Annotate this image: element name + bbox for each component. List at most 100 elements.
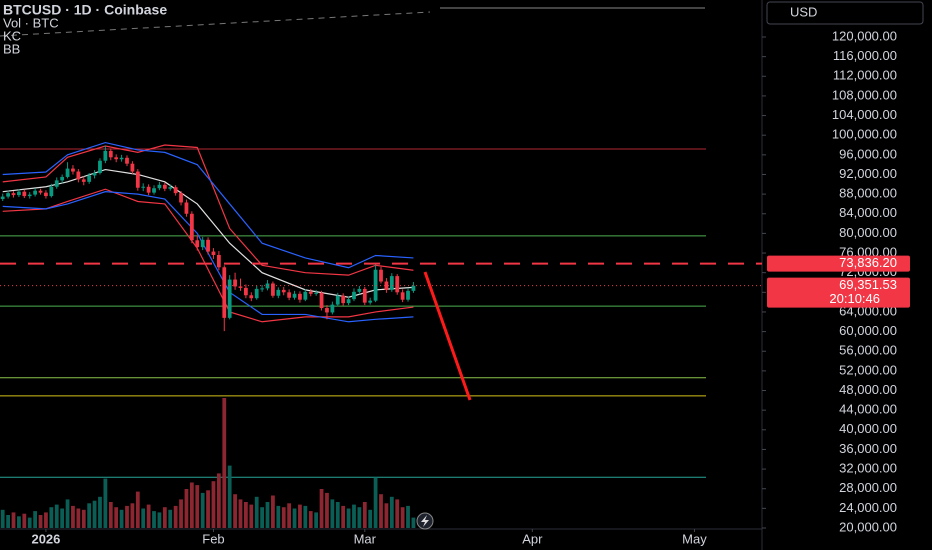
- volume-bar: [276, 505, 281, 528]
- volume-bar: [411, 517, 416, 528]
- volume-bar: [303, 505, 308, 528]
- countdown: 20:10:46: [829, 291, 880, 306]
- volume-bar: [357, 507, 362, 528]
- y-tick-label: 116,000.00: [833, 48, 897, 63]
- currency-button[interactable]: [766, 1, 924, 25]
- y-tick-label: 28,000.00: [839, 480, 897, 495]
- y-tick-label: 56,000.00: [839, 343, 897, 358]
- volume-bar: [168, 509, 173, 528]
- volume-bar: [189, 482, 194, 528]
- volume-bar: [314, 512, 319, 528]
- last-price-tag: [767, 277, 910, 308]
- volume-bar: [119, 509, 124, 528]
- volume-bar: [162, 507, 167, 528]
- y-tick-label: 112,000.00: [833, 68, 897, 83]
- candle-body: [395, 276, 400, 293]
- volume-bar: [33, 511, 38, 528]
- candle-body: [27, 194, 32, 197]
- volume-bar: [179, 499, 183, 528]
- y-tick-label: 100,000.00: [832, 127, 897, 142]
- volume-bar: [76, 508, 81, 528]
- candle-body: [49, 186, 54, 197]
- candle-body: [17, 191, 21, 196]
- volume-bar: [271, 495, 275, 528]
- volume-bar: [184, 489, 189, 528]
- volume-bar: [260, 507, 264, 528]
- volume-bar: [298, 504, 302, 528]
- volume-bar: [206, 490, 210, 528]
- volume-bar: [135, 491, 140, 528]
- y-tick-label: 44,000.00: [839, 402, 897, 417]
- volume-bar: [44, 512, 48, 528]
- candle-body: [271, 283, 275, 296]
- candle-body: [281, 289, 286, 293]
- volume-bar: [346, 508, 351, 528]
- volume-bar: [27, 517, 32, 528]
- volume-bar: [406, 505, 410, 528]
- volume-bar: [335, 502, 340, 528]
- volume-bar: [114, 507, 119, 528]
- x-tick-label: 2026: [31, 531, 60, 546]
- candle-body: [130, 163, 135, 172]
- y-tick-label: 60,000.00: [839, 323, 897, 338]
- candle-body: [200, 239, 205, 248]
- indicator-line: [2, 191, 414, 323]
- candle-body: [406, 290, 410, 300]
- volume-bar: [233, 494, 237, 528]
- volume-bar: [395, 499, 400, 528]
- candle-body: [135, 171, 140, 188]
- candle-body: [319, 292, 324, 309]
- y-tick-label: 120,000.00: [832, 28, 897, 43]
- last-price-label: 69,351.53: [839, 277, 897, 292]
- y-tick-label: 96,000.00: [839, 146, 897, 161]
- volume-bar: [49, 507, 54, 528]
- candle-body: [81, 179, 86, 182]
- y-tick-label: 88,000.00: [839, 186, 897, 201]
- volume-bar: [330, 499, 335, 528]
- candle-body: [298, 293, 302, 300]
- volume-bar: [71, 505, 75, 528]
- candle-body: [114, 157, 119, 160]
- candle-body: [6, 193, 10, 197]
- candle-body: [265, 283, 270, 289]
- volume-bar: [103, 478, 108, 528]
- candle-body: [146, 186, 151, 193]
- plot: [0, 141, 706, 528]
- volume-bar: [141, 508, 146, 528]
- candle-body: [303, 291, 308, 300]
- candle-body: [233, 279, 237, 287]
- x-tick-label: May: [682, 531, 707, 546]
- candle-body: [0, 196, 5, 200]
- volume-bar: [146, 504, 151, 528]
- candle-body: [352, 291, 356, 300]
- volume-bar: [281, 507, 286, 528]
- candle-body: [162, 184, 167, 189]
- volume-bar: [38, 515, 43, 528]
- candle-body: [249, 295, 254, 299]
- y-tick-label: 36,000.00: [839, 441, 897, 456]
- candle-body: [179, 193, 183, 203]
- candle-body: [314, 292, 319, 294]
- volume-bar: [92, 500, 97, 528]
- y-tick-label: 104,000.00: [832, 107, 897, 122]
- volume-bar: [173, 505, 178, 528]
- candle-body: [411, 285, 416, 291]
- volume-bar: [200, 492, 205, 528]
- candle-body: [254, 288, 259, 299]
- candle-body: [384, 281, 389, 290]
- kc-legend: KC: [3, 28, 21, 43]
- bolt-icon: [421, 515, 429, 527]
- volume-bar: [244, 502, 248, 528]
- candle-body: [357, 288, 362, 292]
- trend-drawing: [0, 11, 431, 37]
- candle-body: [76, 171, 81, 180]
- candle-body: [330, 304, 335, 313]
- y-tick-label: 48,000.00: [839, 382, 897, 397]
- candle-body: [308, 291, 313, 294]
- y-tick-label: 84,000.00: [839, 205, 897, 220]
- candle-body: [60, 176, 65, 181]
- candle-body: [335, 295, 340, 305]
